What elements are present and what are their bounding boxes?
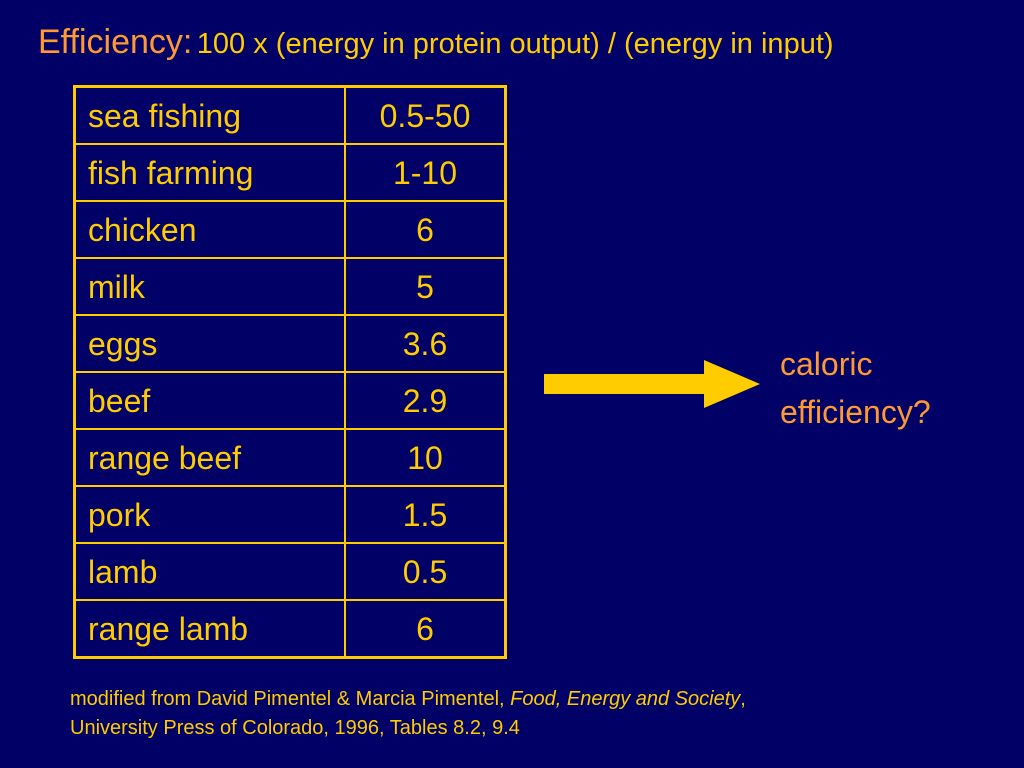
table-row: lamb 0.5 (73, 542, 507, 601)
row-label: range lamb (73, 599, 346, 659)
table-row: range lamb 6 (73, 599, 507, 659)
callout-line-2: efficiency? (780, 394, 931, 430)
row-label: lamb (73, 542, 346, 601)
title-formula: 100 x (energy in protein output) / (ener… (196, 28, 834, 60)
citation-prefix: modified from David Pimentel & Marcia Pi… (70, 688, 511, 710)
row-label: range beef (73, 428, 346, 487)
row-label: eggs (73, 314, 346, 373)
slide-title: Efficiency: 100 x (energy in protein out… (38, 22, 834, 63)
row-value: 10 (344, 428, 507, 487)
citation-book-title: Food, Energy and Society (510, 688, 741, 710)
table-row: sea fishing 0.5-50 (73, 85, 507, 145)
table-row: beef 2.9 (73, 371, 507, 430)
row-label: chicken (73, 200, 346, 259)
table-row: fish farming 1-10 (73, 143, 507, 202)
table-row: milk 5 (73, 257, 507, 316)
source-citation: modified from David Pimentel & Marcia Pi… (70, 685, 746, 743)
row-value: 0.5 (344, 542, 507, 601)
row-value: 5 (344, 257, 507, 316)
row-value: 6 (344, 200, 507, 259)
callout-line-1: caloric (780, 346, 873, 382)
caloric-efficiency-callout: caloric efficiency? (780, 340, 931, 436)
citation-line-2: University Press of Colorado, 1996, Tabl… (70, 717, 520, 739)
title-lead: Efficiency: (38, 23, 193, 61)
table-row: chicken 6 (73, 200, 507, 259)
row-label: beef (73, 371, 346, 430)
citation-line-1: modified from David Pimentel & Marcia Pi… (70, 685, 746, 714)
row-label: sea fishing (73, 85, 346, 145)
citation-suffix: , (740, 688, 746, 710)
row-value: 3.6 (344, 314, 507, 373)
row-value: 1-10 (344, 143, 507, 202)
right-arrow-icon (544, 360, 760, 408)
row-value: 0.5-50 (344, 85, 507, 145)
row-value: 6 (344, 599, 507, 659)
row-value: 1.5 (344, 485, 507, 544)
row-value: 2.9 (344, 371, 507, 430)
row-label: fish farming (73, 143, 346, 202)
table-row: range beef 10 (73, 428, 507, 487)
row-label: milk (73, 257, 346, 316)
table-row: pork 1.5 (73, 485, 507, 544)
row-label: pork (73, 485, 346, 544)
efficiency-table: sea fishing 0.5-50 fish farming 1-10 chi… (73, 85, 507, 659)
table-row: eggs 3.6 (73, 314, 507, 373)
